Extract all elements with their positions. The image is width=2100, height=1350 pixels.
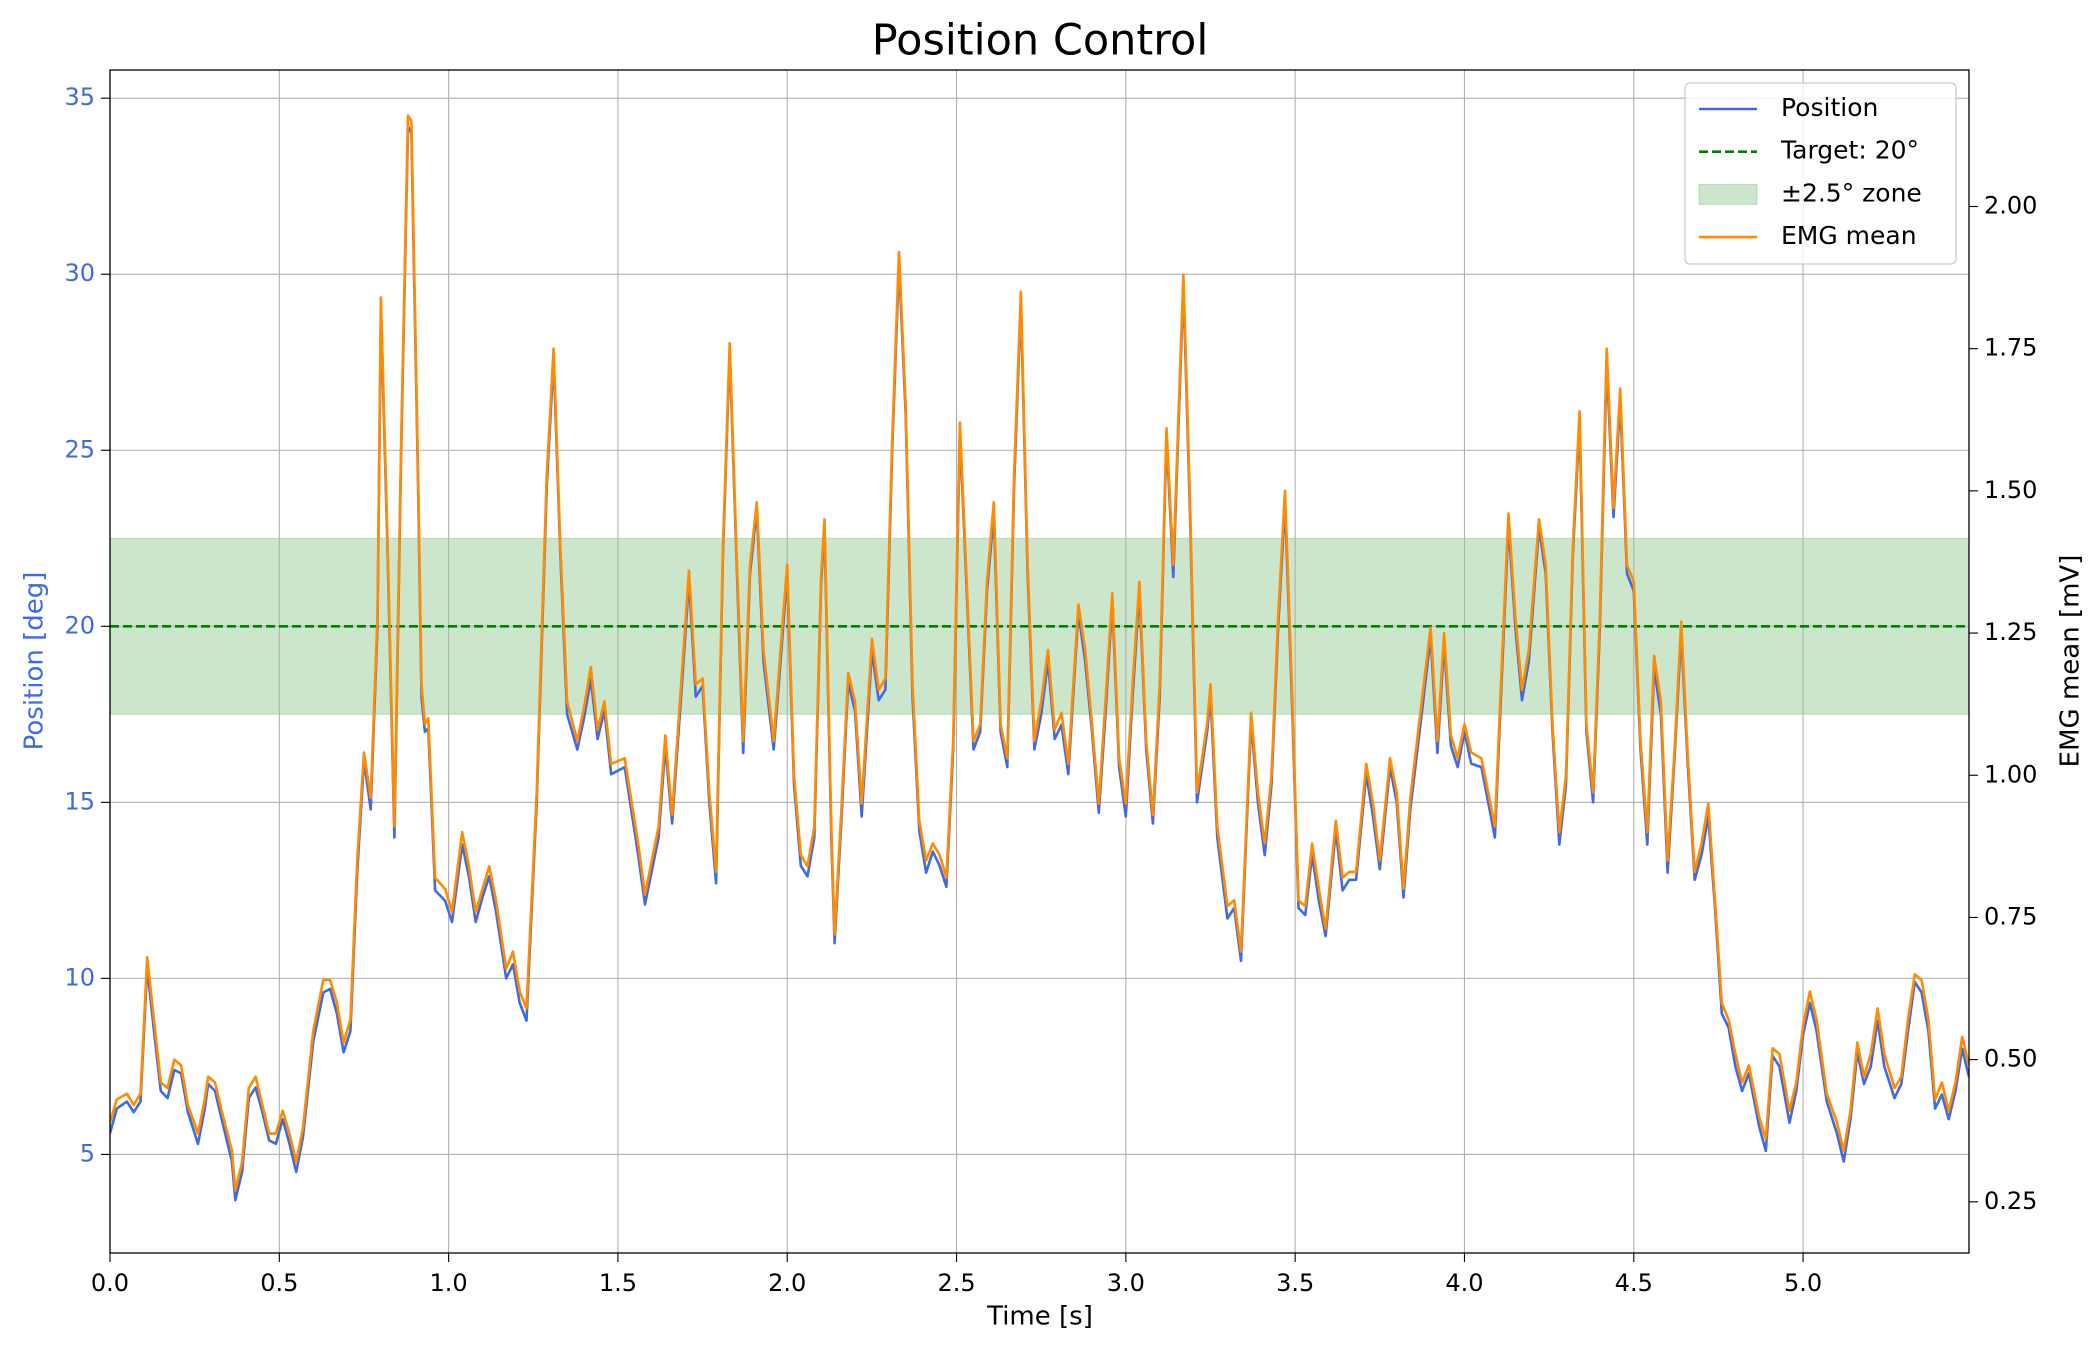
y2-tick-label: 0.25: [1984, 1187, 2037, 1215]
y2-tick-label: 1.00: [1984, 760, 2037, 788]
y2-axis-label: EMG mean [mV]: [2056, 555, 2086, 768]
legend-label: Target: 20°: [1780, 136, 1919, 165]
y2-tick-label: 0.50: [1984, 1045, 2037, 1073]
y-tick-label: 5: [80, 1139, 95, 1167]
y2-tick-label: 0.75: [1984, 902, 2037, 930]
x-tick-label: 4.5: [1615, 1269, 1653, 1297]
y2-tick-label: 1.50: [1984, 476, 2037, 504]
x-tick-label: 1.5: [599, 1269, 637, 1297]
legend-box: [1684, 82, 1957, 265]
y-tick-label: 10: [64, 963, 95, 991]
plot-frame: [109, 69, 1970, 1254]
y2-tick-label: 1.75: [1984, 334, 2037, 362]
y-tick-label: 25: [64, 435, 95, 463]
x-tick-label: 5.0: [1784, 1269, 1822, 1297]
y2-tick-label: 2.00: [1984, 192, 2037, 220]
legend-patch: [1698, 183, 1758, 205]
legend-label: EMG mean: [1781, 221, 1917, 250]
x-tick-label: 3.5: [1276, 1269, 1314, 1297]
x-axis-label: Time [s]: [986, 1302, 1093, 1332]
x-tick-label: 4.0: [1445, 1269, 1483, 1297]
y-tick-label: 15: [64, 787, 95, 815]
x-tick-label: 3.0: [1107, 1269, 1145, 1297]
y2-tick-label: 1.25: [1984, 618, 2037, 646]
y-tick-label: 30: [64, 259, 95, 287]
x-tick-label: 0.5: [260, 1269, 298, 1297]
legend-label: ±2.5° zone: [1781, 178, 1922, 207]
y-tick-label: 20: [64, 611, 95, 639]
legend-label: Position: [1781, 93, 1878, 122]
x-tick-label: 2.5: [937, 1269, 975, 1297]
x-tick-label: 2.0: [768, 1269, 806, 1297]
x-tick-label: 0.0: [91, 1269, 129, 1297]
chart-title: Position Control: [872, 16, 1209, 66]
x-tick-label: 1.0: [430, 1269, 468, 1297]
series-line: [110, 114, 1969, 1192]
y-tick-label: 35: [64, 83, 95, 111]
y-axis-label: Position [deg]: [20, 572, 50, 751]
